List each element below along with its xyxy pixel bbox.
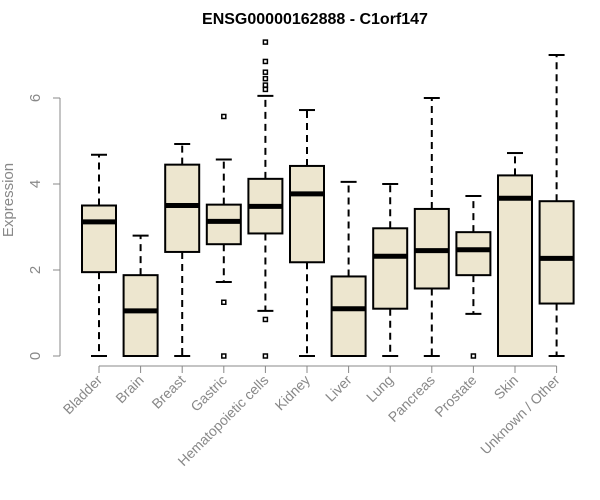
box bbox=[81, 204, 117, 274]
x-tick-label: Kidney bbox=[272, 372, 314, 414]
box-group bbox=[330, 180, 367, 358]
outlier-point bbox=[221, 113, 227, 120]
box bbox=[455, 231, 492, 277]
outlier-point bbox=[262, 316, 269, 323]
y-tick-label: 4 bbox=[27, 180, 44, 188]
x-tick-label: Lung bbox=[363, 372, 396, 405]
box bbox=[122, 274, 159, 357]
plot-area bbox=[81, 39, 575, 359]
y-axis-label: Expression bbox=[0, 163, 17, 237]
x-tick-label: Breast bbox=[148, 372, 188, 412]
x-tick-label: Skin bbox=[491, 372, 522, 403]
outlier-point bbox=[221, 353, 227, 359]
box-group bbox=[164, 143, 201, 357]
y-axis: 0 2 4 6 bbox=[27, 94, 61, 360]
outlier-point bbox=[262, 82, 269, 88]
outlier-point bbox=[470, 353, 477, 359]
outlier-point bbox=[262, 353, 269, 359]
box bbox=[164, 163, 201, 253]
box-group bbox=[413, 97, 450, 357]
x-tick-label: Prostate bbox=[431, 372, 479, 420]
box bbox=[330, 275, 367, 358]
box bbox=[372, 227, 409, 310]
x-tick-label: Bladder bbox=[60, 372, 106, 418]
x-tick-label: Unknown / Other bbox=[477, 372, 563, 458]
box-group bbox=[372, 183, 409, 357]
y-tick-label: 6 bbox=[27, 94, 44, 102]
y-tick-label: 2 bbox=[27, 266, 44, 274]
outlier-point bbox=[262, 69, 269, 75]
box bbox=[497, 174, 533, 357]
chart-title: ENSG00000162888 - C1orf147 bbox=[202, 11, 428, 28]
box-group bbox=[289, 109, 325, 357]
box bbox=[289, 164, 325, 264]
outlier-point bbox=[262, 58, 269, 65]
outlier-point bbox=[221, 299, 227, 305]
y-tick-label: 0 bbox=[27, 352, 44, 360]
x-tick-label: Brain bbox=[112, 372, 146, 406]
box bbox=[205, 203, 242, 246]
box bbox=[538, 200, 575, 305]
x-tick-label: Liver bbox=[322, 372, 355, 405]
box-group bbox=[455, 195, 492, 359]
outlier-point bbox=[262, 86, 269, 93]
box-group bbox=[122, 234, 159, 357]
outlier-point bbox=[262, 75, 269, 82]
box-group bbox=[81, 153, 117, 357]
box-group bbox=[205, 113, 242, 359]
box-group bbox=[538, 54, 575, 357]
box-group bbox=[497, 152, 533, 357]
box-group bbox=[247, 39, 284, 359]
outlier-point bbox=[262, 39, 269, 45]
